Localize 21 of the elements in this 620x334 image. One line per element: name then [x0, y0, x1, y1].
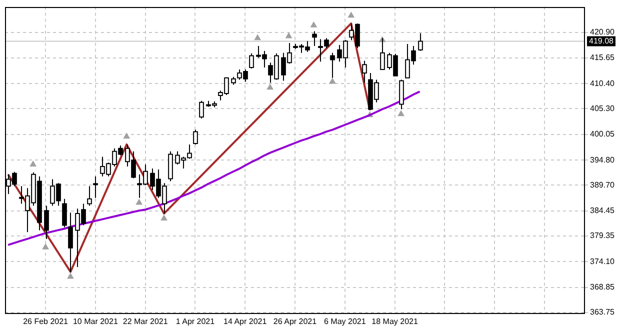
y-tick-label: 405.30	[590, 104, 616, 113]
x-tick-label: 10 Mar 2021	[72, 317, 118, 326]
x-tick-label: 6 May 2021	[324, 317, 366, 326]
x-tick-label: 18 May 2021	[372, 317, 418, 326]
y-tick-label: 415.65	[590, 53, 616, 62]
x-tick-label: 1 Apr 2021	[176, 317, 216, 326]
y-tick-label: 394.80	[590, 155, 616, 164]
y-tick-label: 368.85	[590, 282, 616, 292]
y-tick-label: 384.45	[590, 206, 616, 216]
y-tick-label: 410.40	[590, 78, 616, 88]
x-tick-label: 22 Mar 2021	[122, 317, 168, 326]
y-tick-label: 379.35	[590, 231, 616, 240]
x-tick-label: 26 Feb 2021	[23, 317, 69, 326]
y-tick-label: 363.75	[590, 307, 616, 316]
ref-line-label: 419.08	[589, 36, 614, 46]
x-tick-label: 26 Apr 2021	[273, 317, 318, 326]
y-tick-label: 374.10	[590, 256, 616, 266]
y-tick-label: 400.05	[590, 130, 616, 139]
y-tick-label: 389.70	[590, 180, 616, 190]
y-tick-label: 420.90	[590, 27, 616, 36]
x-tick-label: 14 Apr 2021	[224, 317, 268, 326]
